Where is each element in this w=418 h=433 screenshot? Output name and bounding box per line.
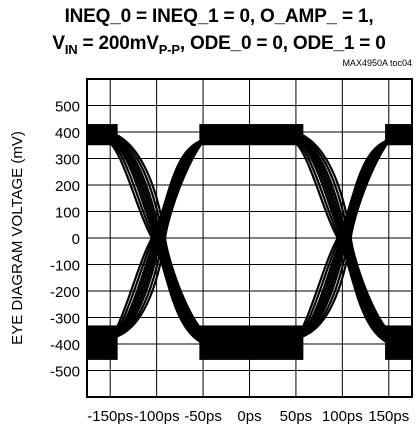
x-tick-label: -100ps	[134, 408, 180, 425]
y-tick-label: -400	[50, 337, 80, 354]
eye-falling-trace	[286, 130, 402, 341]
y-tick-label: 400	[55, 125, 80, 142]
x-tick-label: 100ps	[322, 408, 363, 425]
eye-falling-trace	[286, 137, 402, 349]
y-tick-label: -500	[50, 364, 80, 381]
eye-falling-trace	[286, 132, 402, 343]
eye-falling-trace	[100, 137, 217, 349]
eye-falling-trace	[100, 133, 217, 344]
eye-falling-trace	[100, 136, 217, 347]
eye-falling-trace	[100, 135, 217, 346]
y-axis-tick-labels: 500 400 300 200 100 0 -100 -200 -300 -400 -500	[50, 99, 80, 381]
eye-falling-trace	[286, 131, 402, 342]
y-tick-label: 200	[55, 178, 80, 195]
x-tick-label: -50ps	[184, 408, 222, 425]
eye-falling-trace	[100, 129, 217, 340]
eye-falling-trace	[100, 132, 217, 343]
eye-low-rail	[199, 325, 304, 360]
eye-falling-trace	[286, 133, 402, 344]
x-tick-label: 150ps	[368, 408, 409, 425]
eye-high-rail	[199, 124, 304, 146]
chart-title-line-1: INEQ_0 = INEQ_1 = 0, O_AMP_ = 1,	[64, 6, 374, 27]
y-tick-label: 300	[55, 152, 80, 169]
x-tick-label: -150ps	[87, 408, 133, 425]
eye-falling-trace	[100, 131, 217, 342]
x-tick-label: 50ps	[280, 408, 313, 425]
figure-id: MAX4950A toc04	[342, 58, 412, 68]
eye-falling-trace	[286, 135, 402, 346]
eye-falling-trace	[286, 136, 402, 347]
y-tick-label: 0	[72, 231, 80, 248]
eye-falling-trace	[100, 130, 217, 341]
y-tick-label: 100	[55, 205, 80, 222]
y-tick-label: 500	[55, 99, 80, 116]
eye-pattern	[87, 124, 412, 360]
eye-falling-trace	[286, 129, 403, 340]
x-axis-tick-labels: -150ps -100ps -50ps 0ps 50ps 100ps 150ps	[87, 408, 409, 425]
plot-frame	[86, 78, 413, 398]
chart-title-line-2: VIN = 200mVP-P, ODE_0 = 0, ODE_1 = 0	[52, 33, 386, 57]
x-tick-label: 0ps	[237, 408, 261, 425]
y-tick-label: -200	[50, 284, 80, 301]
y-axis-label: EYE DIAGRAM VOLTAGE (mV)	[9, 131, 26, 345]
y-tick-label: -100	[50, 258, 80, 275]
y-tick-label: -300	[50, 311, 80, 328]
